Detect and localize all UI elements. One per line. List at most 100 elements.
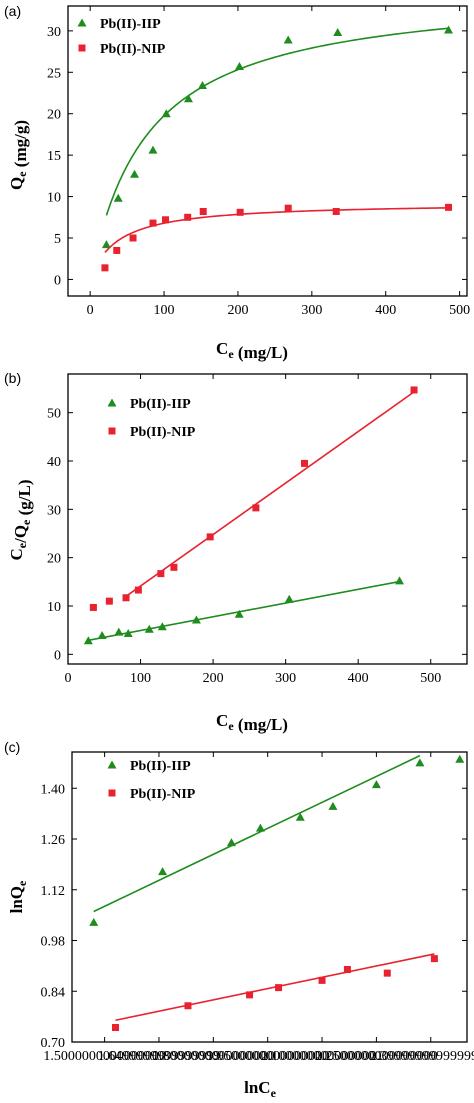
y-axis-title: Qe (mg/g) [7,120,30,190]
x-axis-title: Ce (mg/L) [216,711,288,734]
legend-label: Pb(II)-IIP [100,17,161,32]
data-point [184,213,192,221]
data-point [226,838,236,847]
data-point [129,234,137,242]
x-tick-label: 300 [275,671,296,686]
data-point [148,145,158,154]
y-tick-label: 20 [47,552,61,567]
x-tick-label: 100 [154,303,175,318]
series-1 [89,754,465,926]
legend: Pb(II)-IIP Pb(II)-NIP [77,17,166,57]
chart-panel-2: (b) 0 100 200 300 400 500 0 10 20 30 40 50 Ce (mg/L) C… [4,370,468,734]
data-point [284,204,292,212]
data-point [383,969,391,977]
data-point [246,991,254,999]
y-tick-label: 20 [47,108,61,123]
data-point [161,109,171,118]
y-tick-label: 0 [54,273,61,288]
data-point [134,586,142,594]
y-tick-label: 0.70 [41,1036,66,1051]
legend-marker [108,789,116,797]
data-point [113,246,121,254]
data-point [332,207,340,215]
legend: Pb(II)-IIP Pb(II)-NIP [107,397,196,440]
data-point [328,801,338,810]
panel-label: (a) [4,3,21,19]
data-point [255,823,265,832]
data-point [371,780,381,789]
data-point [234,609,244,618]
data-point [283,35,293,44]
y-tick-label: 0.84 [41,985,66,1000]
series-1 [83,576,405,645]
data-point [410,386,418,394]
y-tick-label: 40 [47,455,61,470]
data-point [191,615,201,624]
x-tick-label: 200 [203,671,224,686]
legend-label: Pb(II)-NIP [100,42,166,57]
x-tick-label: 400 [375,303,396,318]
x-tick-label: 2.1000000000000001 [261,1049,384,1064]
series-2 [101,203,453,272]
chart-panel-1: (a) 0 100 200 300 400 500 0 5 10 15 20 25 30 Ce (mg/L)… [4,3,470,362]
x-tick-label: 2.3999999999999999 [370,1049,474,1064]
data-point [157,622,167,631]
data-point [101,240,111,249]
data-point [101,264,109,272]
data-point [97,630,107,639]
data-point [455,754,465,763]
plot-frame [67,5,468,297]
data-point [89,603,97,611]
series-2 [89,386,418,611]
data-point [123,629,133,638]
x-tick-label: 0 [65,671,72,686]
series-2 [111,953,438,1031]
legend-label: Pb(II)-NIP [130,425,196,440]
x-tick-label: 1.6499999999999999 [98,1049,221,1064]
fit-line [104,207,449,253]
y-tick-label: 5 [54,232,61,247]
x-tick-label: 2.2500000000000000 [315,1049,438,1064]
y-tick-label: 1.40 [41,782,66,797]
plot-frame [71,751,468,1043]
data-point [252,504,260,512]
data-point [206,533,214,541]
legend-marker [77,18,87,27]
x-tick-label: 1.8000000000000000 [152,1049,275,1064]
data-point [318,976,326,984]
data-point [295,812,305,821]
data-point [122,594,130,602]
data-point [89,917,99,926]
y-tick-label: 30 [47,25,61,40]
y-tick-label: 0.98 [41,935,66,950]
data-point [170,563,178,571]
data-point [113,193,123,202]
x-tick-label: 1.5000000000000000 [43,1049,166,1064]
data-point [157,570,165,578]
legend-marker [107,398,117,407]
data-point [162,216,170,224]
plot-frame [67,373,468,665]
legend-label: Pb(II)-IIP [130,759,191,774]
y-tick-label: 50 [47,407,61,422]
data-point [300,459,308,467]
y-tick-label: 10 [47,191,61,206]
x-tick-label: 200 [227,303,248,318]
data-point [234,61,244,70]
data-point [83,636,93,645]
data-point [144,624,154,633]
data-point [199,207,207,215]
y-tick-label: 25 [47,66,61,81]
data-point [333,28,343,37]
y-axis-title: lnQe [7,880,29,913]
legend-label: Pb(II)-NIP [130,787,196,802]
fit-line [93,754,421,913]
data-point [149,219,157,227]
y-tick-label: 0 [54,648,61,663]
data-point [197,81,207,90]
data-point [158,867,168,876]
y-tick-label: 30 [47,503,61,518]
legend: Pb(II)-IIP Pb(II)-NIP [107,759,196,802]
x-tick-label: 500 [449,303,470,318]
